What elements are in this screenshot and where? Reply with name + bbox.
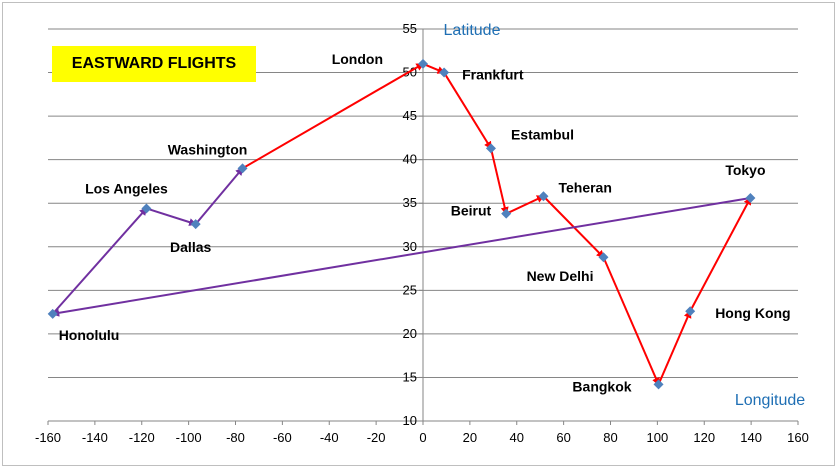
y-tick-label: 10 [403,413,417,428]
tick-labels: 10152025303540455055-160-140-120-100-80-… [35,21,809,445]
y-tick-label: 55 [403,21,417,36]
x-tick-label: -160 [35,430,61,445]
route-segment [657,309,692,385]
city-label: London [332,51,383,67]
x-tick-label: 120 [693,430,715,445]
x-tick-label: -100 [176,430,202,445]
chart-title: EASTWARD FLIGHTS [52,46,256,82]
city-label: Estambul [511,126,574,142]
axes [47,28,799,425]
x-tick-label: -20 [367,430,386,445]
x-tick-label: -40 [320,430,339,445]
route-segment [602,256,660,386]
route-lines [51,62,752,386]
city-label: Teheran [558,179,611,195]
y-tick-label: 40 [403,152,417,167]
x-tick-label: -80 [226,430,245,445]
y-tick-label: 35 [403,195,417,210]
y-tick-label: 20 [403,326,417,341]
city-label: Dallas [170,239,211,255]
route-segment [194,167,244,225]
x-tick-label: 160 [787,430,809,445]
city-labels: Honolulu Los Angeles Dallas Washington Londo… [59,51,791,395]
city-markers [47,58,756,390]
route-segment [489,148,509,216]
x-tick-label: 140 [740,430,762,445]
city-label: Washington [168,141,248,157]
city-marker [190,219,201,230]
city-label: New Delhi [527,268,594,284]
city-label: Beirut [451,203,492,219]
route-segment [51,207,148,315]
city-marker [745,192,756,203]
route-segment [146,207,198,226]
x-tick-label: 40 [510,430,524,445]
city-marker [598,252,609,263]
x-tick-label: 60 [556,430,570,445]
city-marker [439,67,450,78]
route-segment [51,197,751,317]
city-marker [653,379,664,390]
city-marker [501,208,512,219]
y-tick-label: 15 [403,369,417,384]
x-tick-label: 0 [419,430,426,445]
city-marker [47,308,58,319]
x-tick-label: -120 [129,430,155,445]
route-segment [443,72,492,150]
y-tick-label: 30 [403,239,417,254]
city-marker [485,143,496,154]
city-marker [538,191,549,202]
x-tick-label: 80 [603,430,617,445]
x-tick-label: 20 [463,430,477,445]
y-tick-label: 25 [403,282,417,297]
city-marker [237,163,248,174]
city-marker [685,306,696,317]
route-segment [505,195,545,215]
city-marker [141,203,152,214]
x-tick-label: 100 [647,430,669,445]
city-label: Tokyo [725,162,765,178]
city-marker [418,58,428,69]
city-label: Honolulu [59,327,120,343]
city-label: Los Angeles [85,180,168,196]
route-segment [242,62,425,170]
city-label: Bangkok [572,378,631,394]
x-tick-label: -140 [82,430,108,445]
y-axis-title: Latitude [444,22,501,39]
x-tick-label: -60 [273,430,292,445]
route-segment [689,196,752,312]
y-tick-label: 45 [403,108,417,123]
chart-frame [2,2,835,466]
city-label: Hong Kong [715,305,790,321]
x-axis-title: Longitude [735,392,805,409]
city-label: Frankfurt [462,67,524,83]
